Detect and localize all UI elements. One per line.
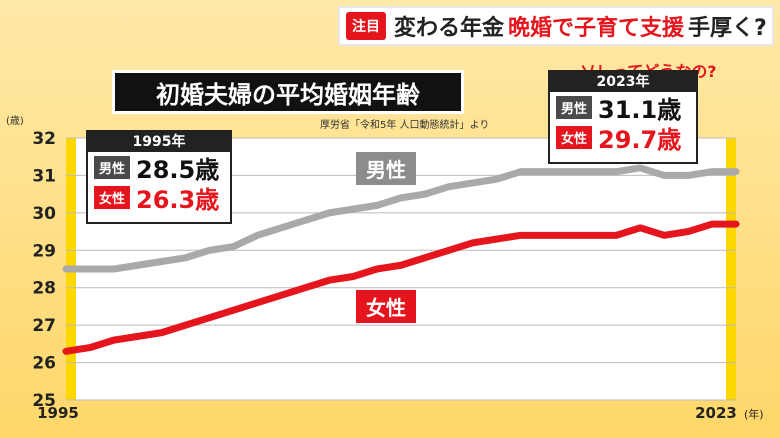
y-tick-label-29: 29 (32, 241, 56, 261)
y-axis-unit: (歳) (6, 116, 24, 127)
series-line-female (62, 220, 740, 355)
y-tick-label-32: 32 (32, 129, 56, 149)
headline-banner: 注目 変わる年金 晩婚で子育て支援 手厚く? (338, 6, 774, 46)
y-tick-label-31: 31 (32, 166, 56, 186)
x-tick-label-end: 2023 (695, 404, 737, 422)
callout-1995-female-label: 女性 (94, 185, 131, 209)
callout-1995-year: 1995年 (88, 132, 230, 152)
callout-2023: 2023年 男性 31.1歳 女性 29.7歳 (548, 70, 698, 164)
y-tick-label-28: 28 (32, 279, 56, 299)
x-tick-label-start: 1995 (37, 404, 79, 422)
y-tick-label-27: 27 (32, 316, 56, 336)
headline-part1: 変わる年金 (394, 16, 505, 41)
callout-2023-year: 2023年 (550, 72, 696, 92)
end-year-marker (726, 138, 736, 400)
callout-1995: 1995年 男性 28.5歳 女性 26.3歳 (86, 130, 232, 224)
data-source: 厚労省「令和5年 人口動態統計」より (320, 120, 490, 131)
callout-1995-male-value: 28.5歳 (136, 155, 220, 184)
callout-2023-female-value: 29.7歳 (598, 125, 682, 154)
attention-tag: 注目 (346, 12, 386, 40)
callout-2023-female-label: 女性 (556, 125, 593, 149)
chart-title: 初婚夫婦の平均婚姻年齢 (112, 70, 464, 114)
headline-part2: 晩婚で子育て支援 (508, 16, 685, 41)
series-line-male (62, 164, 740, 273)
callout-2023-male-value: 31.1歳 (598, 95, 682, 124)
callout-2023-male-label: 男性 (556, 95, 593, 119)
headline-part3: 手厚く? (688, 16, 767, 41)
y-tick-label-25: 25 (32, 391, 56, 411)
series-label-female: 女性 (356, 290, 416, 323)
y-tick-label-26: 26 (32, 354, 56, 374)
series-label-male: 男性 (356, 152, 416, 185)
callout-1995-male-label: 男性 (94, 155, 131, 179)
callout-1995-female-value: 26.3歳 (136, 185, 220, 214)
x-axis-unit: (年) (744, 407, 764, 421)
y-tick-label-30: 30 (32, 204, 56, 224)
